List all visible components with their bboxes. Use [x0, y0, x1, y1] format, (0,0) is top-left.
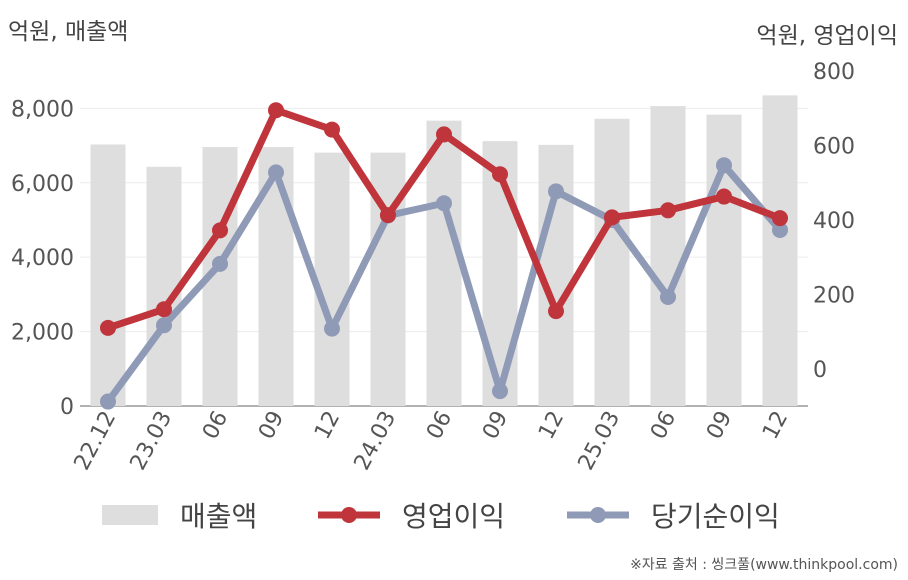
- point-net-income: [772, 222, 788, 239]
- x-tick-label: 12: [758, 407, 793, 443]
- bar-sales: [650, 106, 686, 406]
- x-tick-label: 06: [198, 407, 233, 443]
- point-net-income: [548, 183, 564, 200]
- point-operating-profit: [100, 319, 116, 336]
- point-net-income: [268, 164, 284, 181]
- point-net-income: [100, 393, 116, 410]
- x-tick-label: 09: [702, 407, 737, 443]
- point-operating-profit: [156, 301, 172, 318]
- x-tick-label: 09: [478, 407, 513, 443]
- legend-label-operating-profit: 영업이익: [402, 500, 506, 533]
- legend-swatch-line-red: [318, 507, 380, 523]
- left-tick-label: 4,000: [11, 246, 74, 271]
- left-axis: 0 2,000 4,000 6,000 8,000: [11, 97, 74, 420]
- bar-series: [90, 95, 798, 407]
- x-tick-label: 12: [534, 407, 569, 443]
- bar-sales: [90, 144, 126, 406]
- right-tick-label: 200: [813, 283, 855, 308]
- point-net-income: [436, 195, 452, 212]
- legend: 매출액 영업이익 당기순이익: [0, 490, 908, 540]
- right-tick-label: 600: [813, 135, 855, 160]
- point-operating-profit: [772, 210, 788, 227]
- line-series: [100, 102, 788, 410]
- point-net-income: [660, 288, 676, 305]
- left-tick-label: 6,000: [11, 172, 74, 197]
- point-operating-profit: [660, 202, 676, 219]
- legend-item-operating-profit: 영업이익: [318, 490, 505, 540]
- point-operating-profit: [492, 166, 508, 183]
- point-operating-profit: [212, 222, 228, 239]
- left-tick-label: 2,000: [11, 321, 74, 346]
- x-tick-label: 06: [646, 407, 681, 443]
- x-tick-label: 24.03: [350, 407, 402, 474]
- point-operating-profit: [436, 126, 452, 143]
- point-net-income: [716, 157, 732, 174]
- point-net-income: [324, 320, 340, 337]
- x-axis: 22.12 23.03 06 09 12 24.03 06 09 12 25.03 06 09 12: [70, 407, 794, 474]
- left-axis-unit: 억원, 매출액: [8, 19, 129, 45]
- bar-sales: [594, 118, 630, 406]
- point-operating-profit: [604, 209, 620, 226]
- source-note: ※자료 출처 : 씽크풀(www.thinkpool.com): [630, 557, 898, 573]
- bar-sales: [314, 152, 350, 406]
- point-net-income: [212, 255, 228, 272]
- x-tick-label: 06: [422, 407, 457, 443]
- point-operating-profit: [268, 102, 284, 119]
- left-tick-label: 8,000: [11, 97, 74, 122]
- x-tick-label: 25.03: [574, 407, 626, 474]
- x-tick-label: 12: [310, 407, 345, 443]
- legend-swatch-bar: [102, 505, 158, 525]
- point-operating-profit: [716, 188, 732, 205]
- legend-label-sales: 매출액: [180, 500, 258, 533]
- point-net-income: [156, 317, 172, 334]
- legend-item-net-income: 당기순이익: [567, 490, 780, 540]
- right-tick-label: 400: [813, 209, 855, 234]
- x-tick-label: 23.03: [126, 407, 178, 474]
- bar-sales: [426, 120, 462, 407]
- bar-sales: [146, 166, 182, 406]
- right-axis: 0 200 400 600 800: [813, 60, 855, 383]
- legend-swatch-line-gray: [567, 507, 629, 523]
- right-axis-unit: 억원, 영업이익: [756, 23, 898, 49]
- bar-sales: [762, 95, 798, 406]
- x-tick-label: 22.12: [70, 407, 122, 474]
- x-tick-label: 09: [254, 407, 289, 443]
- point-operating-profit: [548, 303, 564, 320]
- left-tick-label: 0: [60, 395, 74, 420]
- point-operating-profit: [380, 207, 396, 224]
- right-tick-label: 800: [813, 60, 855, 85]
- legend-label-net-income: 당기순이익: [651, 500, 780, 533]
- point-operating-profit: [324, 121, 340, 138]
- point-net-income: [492, 383, 508, 400]
- right-tick-label: 0: [813, 358, 827, 383]
- legend-item-sales: 매출액: [102, 490, 257, 540]
